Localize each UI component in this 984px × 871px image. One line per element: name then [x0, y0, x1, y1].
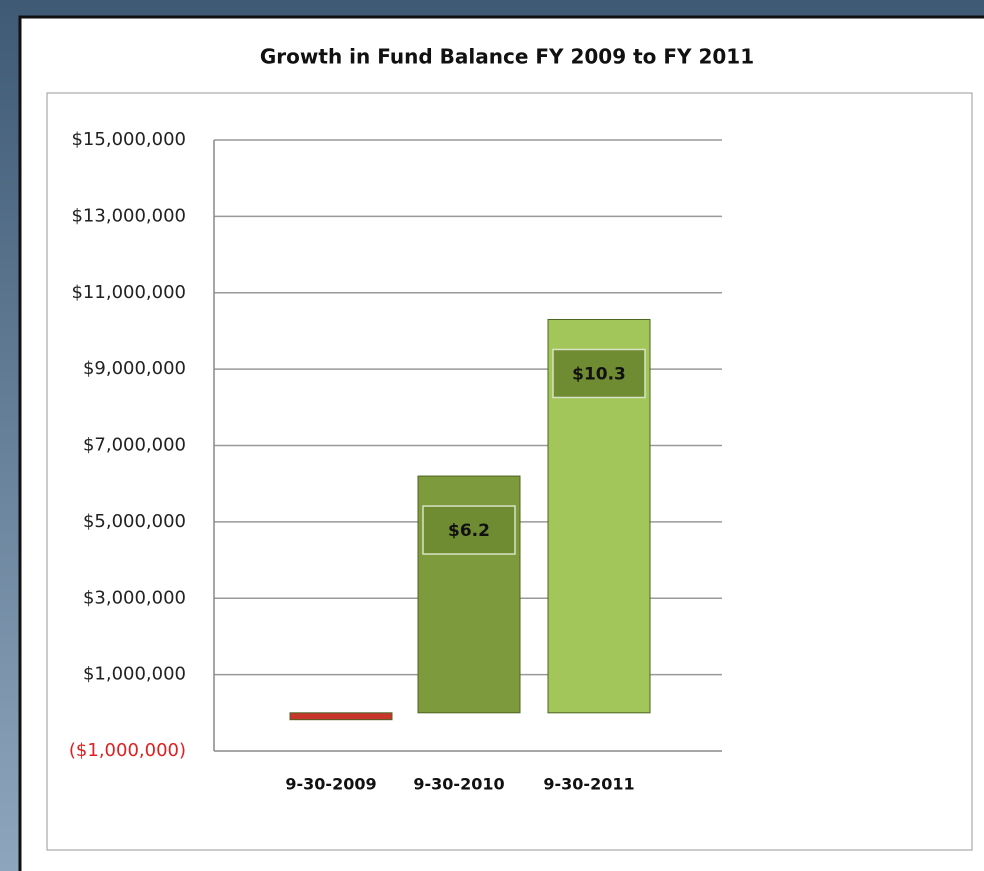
y-tick-label: $15,000,000: [71, 129, 186, 150]
y-tick-label: ($1,000,000): [69, 740, 186, 761]
data-label: $6.2: [448, 521, 490, 541]
data-label-box: [422, 505, 516, 555]
y-tick-label: $9,000,000: [83, 358, 186, 379]
y-tick-label: $3,000,000: [83, 587, 186, 608]
x-tick-label: 9-30-2009: [285, 775, 376, 794]
plot-frame: [46, 92, 973, 851]
data-label-box: [552, 348, 646, 399]
y-tick-label: $11,000,000: [71, 282, 186, 303]
y-tick-label: $13,000,000: [71, 205, 186, 226]
bar: [289, 712, 393, 721]
x-tick-label: 9-30-2011: [543, 775, 634, 794]
y-tick-label: $1,000,000: [83, 664, 186, 685]
x-tick-label: 9-30-2010: [413, 775, 504, 794]
y-tick-label: $5,000,000: [83, 511, 186, 532]
chart-panel: [18, 15, 984, 871]
chart-title: Growth in Fund Balance FY 2009 to FY 201…: [260, 45, 754, 69]
data-label: $10.3: [572, 364, 626, 384]
y-tick-label: $7,000,000: [83, 435, 186, 456]
